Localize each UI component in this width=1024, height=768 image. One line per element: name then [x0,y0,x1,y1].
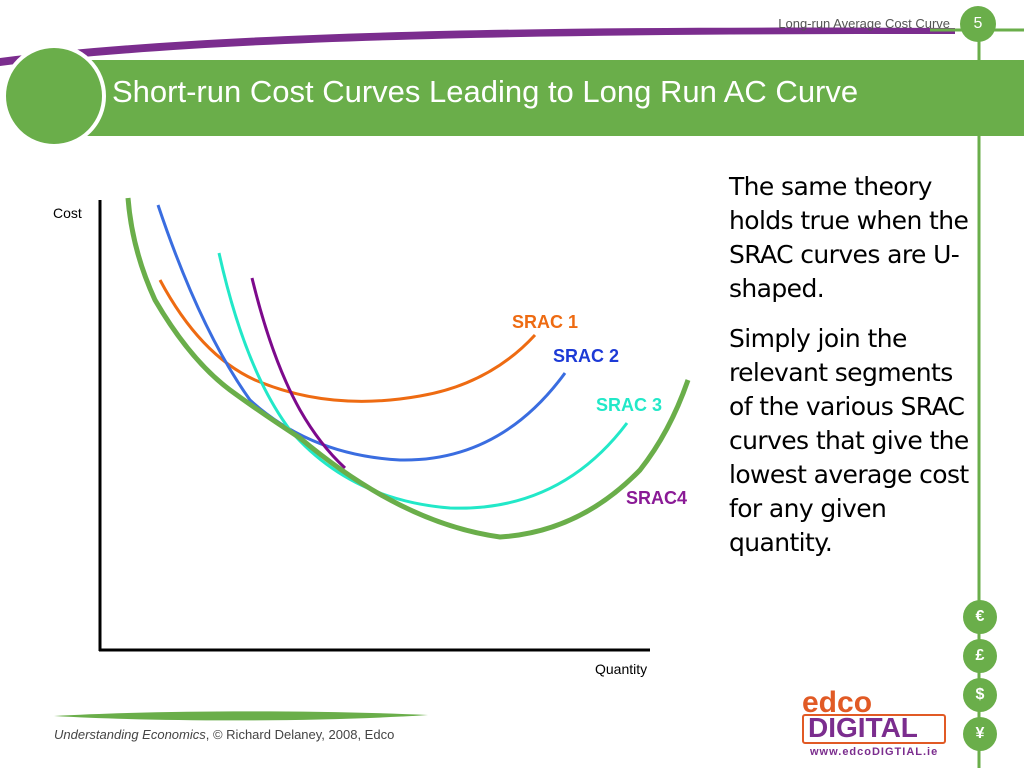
y-axis-label: Cost [53,205,82,221]
cost-curves-diagram: Cost Quantity SRAC 1 SRAC 2 SRAC 3 SRAC4 [53,197,691,677]
footer-swoosh [54,711,428,721]
srac4-label: SRAC4 [626,488,687,508]
logo-edco-text: edco [802,686,873,719]
srac3-curve [217,252,629,510]
swoosh-shape [0,27,955,67]
slide-number-badge: 5 [960,6,996,42]
body-text: The same theory holds true when the SRAC… [729,170,969,576]
x-axis-label: Quantity [595,661,647,677]
srac2-curve [156,204,567,462]
footer-credit-text: , © Richard Delaney, 2008, Edco [205,727,395,742]
dollar-icon: $ [963,678,997,712]
euro-icon: € [963,600,997,634]
srac1-label: SRAC 1 [512,312,578,332]
srac4-curve [250,277,347,470]
srac1-curve [158,279,537,403]
yen-icon: ¥ [963,717,997,751]
title-bar [60,60,1024,136]
srac2-label: SRAC 2 [553,346,619,366]
body-paragraph-2: Simply join the relevant segments of the… [729,324,969,557]
logo-box [802,714,946,744]
edco-digital-logo: edco DIGITAL www.edcoDIGTIAL.ie [802,686,952,764]
lrac-envelope-curve [125,197,691,540]
srac3-label: SRAC 3 [596,395,662,415]
header-caption: Long-run Average Cost Curve [778,16,950,31]
logo-url: www.edcoDIGTIAL.ie [810,746,939,758]
slide-title: Short-run Cost Curves Leading to Long Ru… [112,74,859,109]
title-circle [2,44,106,148]
logo-digital-text: DIGITAL [808,712,918,743]
pound-icon: £ [963,639,997,673]
footer-credit: Understanding Economics, © Richard Delan… [54,727,394,742]
footer-book-title: Understanding Economics [54,727,206,742]
body-paragraph-1: The same theory holds true when the SRAC… [729,172,969,303]
